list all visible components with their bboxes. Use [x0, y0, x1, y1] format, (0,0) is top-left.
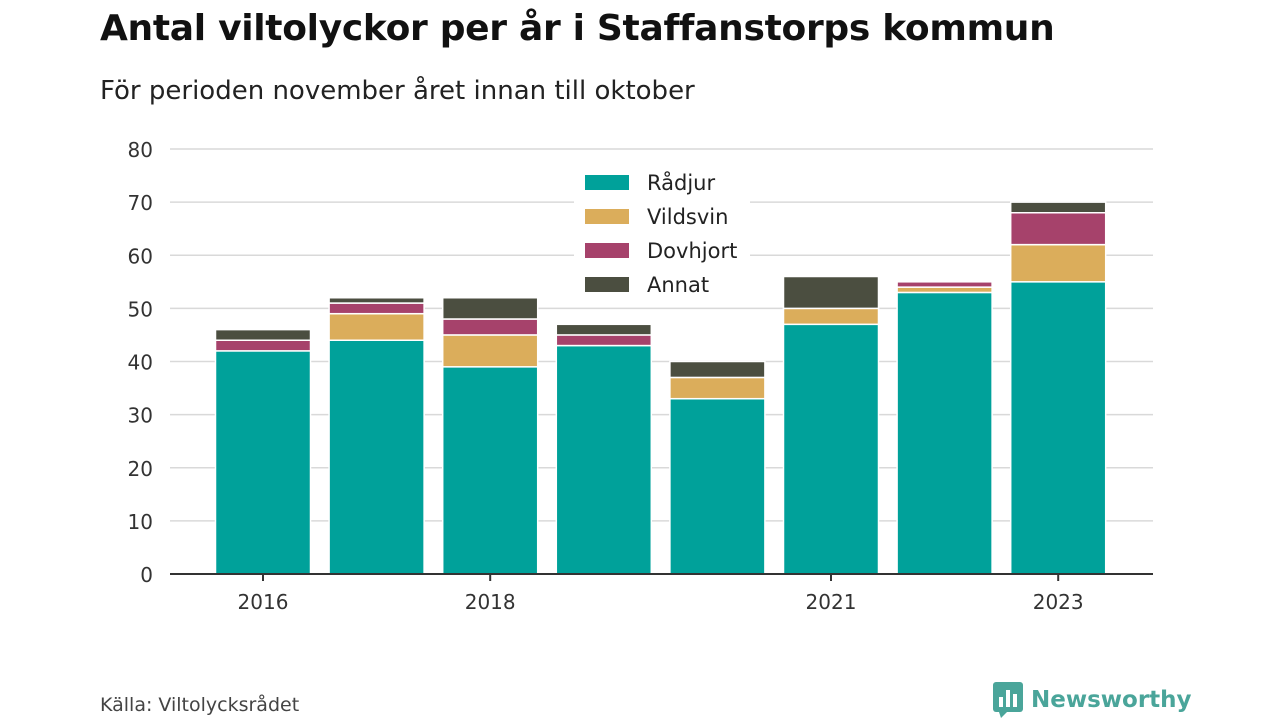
bar-segment-rådjur — [1009, 281, 1107, 575]
x-tick-label: 2018 — [465, 590, 516, 614]
y-tick-label: 20 — [128, 457, 153, 481]
bar-segment-rådjur — [555, 344, 653, 575]
legend-swatch — [585, 277, 629, 292]
bar-segment-annat — [214, 328, 312, 341]
x-tick-label: 2023 — [1033, 590, 1084, 614]
bar-segment-vildsvin — [441, 334, 539, 368]
bar-segment-dovhjort — [328, 302, 425, 315]
legend-label: Annat — [647, 273, 709, 297]
bar-segment-rådjur — [214, 350, 312, 575]
brand-logo[interactable]: Newsworthy — [993, 682, 1192, 718]
chart-title: Antal viltolyckor per år i Staffanstorps… — [100, 8, 1055, 49]
brand-name: Newsworthy — [1031, 687, 1192, 713]
bar-segment-dovhjort — [441, 318, 539, 336]
bar-segment-rådjur — [896, 291, 993, 575]
legend-label: Dovhjort — [647, 239, 737, 263]
x-tick-label: 2016 — [238, 590, 289, 614]
bar-segment-dovhjort — [1009, 212, 1107, 246]
bar-segment-annat — [555, 323, 653, 336]
legend-swatch — [585, 209, 629, 224]
chart-subtitle: För perioden november året innan till ok… — [100, 76, 695, 106]
bar-segment-vildsvin — [328, 312, 425, 341]
bar-segment-annat — [669, 360, 766, 379]
bar-segment-rådjur — [441, 366, 539, 575]
legend-label: Rådjur — [647, 170, 715, 195]
bar-segment-annat — [782, 275, 880, 310]
y-tick-label: 10 — [128, 510, 153, 534]
y-tick-label: 0 — [140, 563, 153, 587]
legend-swatch — [585, 243, 629, 258]
stacked-bar-chart: 0 10 20 30 40 50 60 70 80 2016 2018 2021 2023 Rådjur… — [128, 138, 1153, 614]
bar-segment-annat — [1009, 201, 1107, 214]
source-note: Källa: Viltolycksrådet — [100, 694, 300, 716]
y-tick-label: 70 — [128, 191, 153, 215]
y-tick-label: 30 — [128, 404, 153, 428]
bar-segment-dovhjort — [214, 339, 312, 352]
bar-segment-annat — [328, 297, 425, 304]
bar-segment-vildsvin — [1009, 243, 1107, 283]
y-tick-label: 60 — [128, 244, 153, 268]
bar-segment-dovhjort — [555, 334, 653, 347]
bar-segment-rådjur — [328, 339, 425, 575]
y-tick-label: 50 — [128, 297, 153, 321]
bar-segment-rådjur — [782, 323, 880, 575]
bar-segment-vildsvin — [669, 376, 766, 400]
x-tick-label: 2021 — [806, 590, 857, 614]
bar-segment-rådjur — [669, 397, 766, 575]
legend-swatch — [585, 175, 629, 190]
bar-segment-vildsvin — [782, 307, 880, 326]
legend-label: Vildsvin — [647, 205, 728, 229]
newsworthy-logo-icon — [993, 682, 1023, 718]
y-tick-label: 80 — [128, 138, 153, 162]
bar-segment-dovhjort — [896, 281, 993, 288]
bar-segment-annat — [441, 297, 539, 320]
bar-segment-vildsvin — [896, 286, 993, 294]
y-tick-label: 40 — [128, 351, 153, 375]
